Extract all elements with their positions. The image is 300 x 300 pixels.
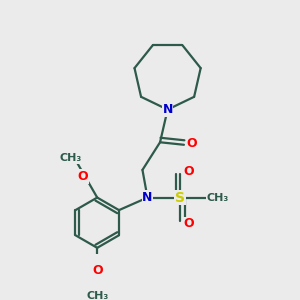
Text: CH₃: CH₃ <box>206 193 229 202</box>
Text: O: O <box>92 264 103 277</box>
Text: N: N <box>162 103 173 116</box>
Text: CH₃: CH₃ <box>60 153 82 163</box>
Text: N: N <box>142 191 153 204</box>
Text: S: S <box>175 190 185 205</box>
Text: O: O <box>184 218 194 230</box>
Text: O: O <box>186 137 197 150</box>
Text: O: O <box>77 170 88 183</box>
Text: O: O <box>184 165 194 178</box>
Text: CH₃: CH₃ <box>86 291 108 300</box>
